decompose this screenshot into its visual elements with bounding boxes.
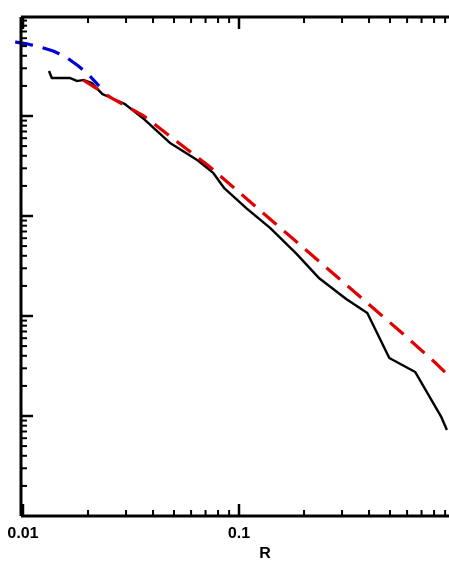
blue-dashed-series-line xyxy=(14,40,101,88)
black-solid-series-line xyxy=(47,70,449,431)
series-layer xyxy=(14,40,449,431)
x-tick-label: 0.1 xyxy=(228,525,250,542)
x-axis-label: R xyxy=(259,545,271,562)
labels-layer: 0.01 0.1 xyxy=(7,525,250,542)
x-tick-label: 0.01 xyxy=(7,525,38,542)
red-dashed-series-line xyxy=(82,78,449,376)
